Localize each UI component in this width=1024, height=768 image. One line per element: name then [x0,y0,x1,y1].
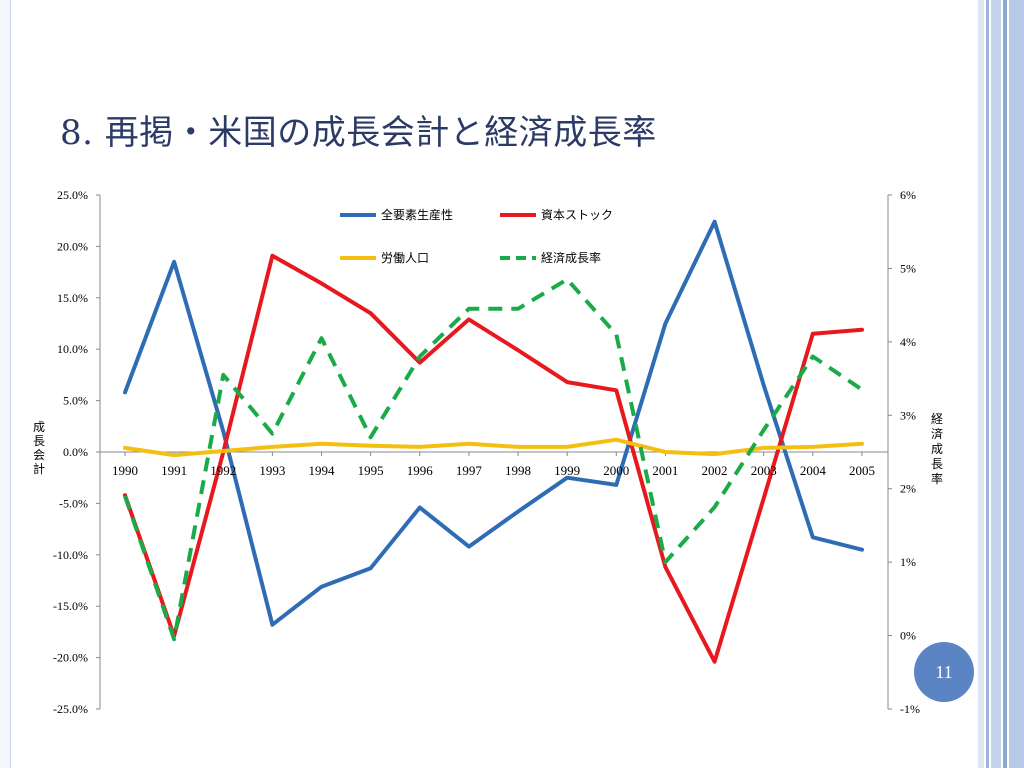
x-tick-label: 1992 [210,463,236,478]
y-right-tick-label: 6% [900,188,916,202]
y-right-tick-label: 2% [900,482,916,496]
y-right-tick-label: 5% [900,261,916,275]
y-left-tick-label: 15.0% [57,291,88,305]
x-tick-label: 1990 [112,463,138,478]
y-left-tick-label: -25.0% [53,702,88,716]
y-left-tick-label: 5.0% [63,394,88,408]
legend-label: 経済成長率 [541,250,601,265]
chart-series-lines [123,219,864,664]
x-tick-label: 1999 [554,463,580,478]
slide-frame-right [978,0,1024,768]
slide-frame-left [0,0,11,768]
y-left-tick-label: 25.0% [57,188,88,202]
y-left-tick-label: 20.0% [57,239,88,253]
chart-tick-labels: 25.0% 20.0% 15.0% 10.0% 5.0% 0.0% -5.0% -10.0% -… [53,188,920,716]
legend-label: 資本ストック [541,208,613,222]
y-right-axis-label-char: 長 [931,457,943,471]
y-left-tick-label: -15.0% [53,599,88,613]
y-left-tick-label: 0.0% [63,445,88,459]
y-right-tick-label: -1% [900,702,920,716]
x-tick-label: 2002 [702,463,728,478]
series-line-2 [123,437,864,458]
y-left-tick-label: 10.0% [57,342,88,356]
y-left-tick-label: -5.0% [59,496,88,510]
x-tick-label: 1998 [505,463,531,478]
y-left-axis-label-char: 長 [33,434,45,448]
series-line-0 [123,219,864,627]
series-line-1 [123,253,864,664]
legend-label: 労働人口 [381,251,429,265]
x-tick-label: 2003 [751,463,777,478]
x-tick-label: 2005 [849,463,875,478]
legend-label: 全要素生産性 [381,207,453,222]
y-right-axis-label-char: 率 [931,471,943,486]
series-line-3 [123,277,864,642]
y-right-axis-label-char: 済 [931,426,943,441]
page-number-badge: 11 [914,642,974,702]
y-left-axis-label-char: 会 [33,448,45,462]
y-left-axis-label-char: 計 [33,461,45,476]
y-left-axis-label-char: 成 [33,420,45,434]
x-tick-label: 2001 [652,463,678,478]
x-tick-label: 1991 [161,463,187,478]
x-tick-label: 2000 [603,463,629,478]
y-right-tick-label: 4% [900,335,916,349]
x-tick-label: 1996 [407,463,434,478]
x-tick-label: 1993 [259,463,285,478]
x-tick-label: 1994 [309,463,336,478]
y-right-axis-label-char: 成 [931,442,943,456]
y-right-tick-label: 3% [900,408,916,422]
y-left-tick-label: -20.0% [53,651,88,665]
x-tick-label: 1995 [358,463,384,478]
x-tick-label: 1997 [456,463,483,478]
y-right-tick-label: 1% [900,555,916,569]
y-left-tick-label: -10.0% [53,548,88,562]
slide-title: 8. 再掲・米国の成長会計と経済成長率 [60,113,657,153]
y-right-tick-label: 0% [900,629,916,643]
x-tick-label: 2004 [800,463,827,478]
y-right-axis-label-char: 経 [931,412,943,426]
